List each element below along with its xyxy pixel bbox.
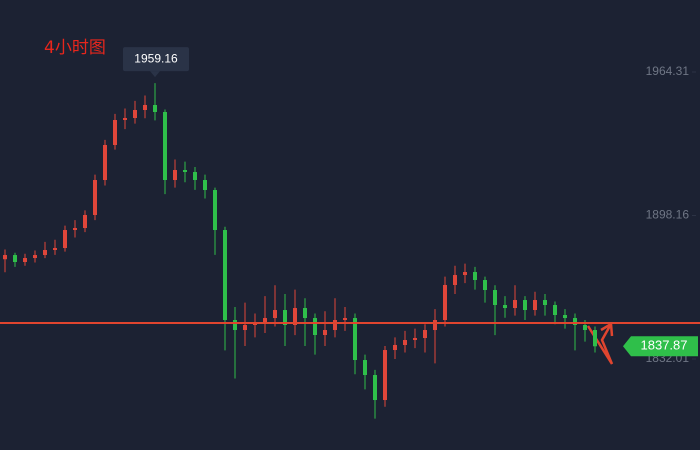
candle-body [173, 170, 177, 181]
candle-body [63, 230, 67, 249]
candle-body [203, 180, 207, 191]
candle-body [83, 214, 87, 229]
candle-body [23, 258, 27, 263]
candle-body [593, 330, 597, 347]
candle-body [193, 172, 197, 181]
candle-body [473, 272, 477, 281]
candle-body [563, 315, 567, 319]
candle-body [503, 305, 507, 309]
candle-body [533, 300, 537, 311]
candle-body [383, 350, 387, 401]
candle-body [543, 300, 547, 306]
candle-body [233, 320, 237, 331]
y-tick-label: 1898.16 [646, 208, 690, 222]
candle-body [313, 318, 317, 336]
candle-body [393, 345, 397, 351]
candle-body [413, 338, 417, 341]
candle-body [343, 318, 347, 321]
candle-body [423, 330, 427, 339]
candle-body [553, 305, 557, 316]
candle-body [143, 104, 147, 111]
candle-body [133, 110, 137, 119]
peak-label: 1959.16 [134, 51, 178, 65]
candle-body [243, 325, 247, 331]
candle-body [163, 112, 167, 181]
candle-body [123, 118, 127, 121]
candle-body [323, 330, 327, 336]
candle-body [523, 300, 527, 311]
candle-body [583, 325, 587, 331]
peak-tooltip [123, 47, 189, 72]
candle-body [403, 340, 407, 346]
candle-body [183, 170, 187, 173]
peak-tooltip-pointer [150, 71, 160, 78]
candle-body [53, 248, 57, 251]
candle-body [283, 310, 287, 326]
candle-body [3, 255, 7, 260]
candle-body [573, 318, 577, 326]
candle-body [333, 320, 337, 331]
candle-body [483, 280, 487, 291]
candle-body [273, 310, 277, 319]
y-tick-label: 1964.31 [646, 64, 690, 78]
candle-body [363, 360, 367, 376]
candle-body [263, 318, 267, 323]
candle-body [103, 144, 107, 181]
candle-body [213, 190, 217, 231]
price-tag [623, 336, 698, 357]
candle-body [33, 255, 37, 259]
candle-body [453, 275, 457, 286]
candle-body [13, 255, 17, 263]
arrow-annotation [586, 323, 614, 365]
candle-body [373, 375, 377, 401]
candle-body [433, 320, 437, 331]
candle-body [443, 285, 447, 321]
candle-body [303, 308, 307, 319]
chart-title: 4小时图 [44, 38, 106, 58]
candle-body [293, 308, 297, 326]
candle-body [113, 120, 117, 145]
candle-body [493, 290, 497, 306]
candle-body [73, 228, 77, 231]
price-tag-label: 1837.87 [641, 338, 688, 353]
candle-body [153, 104, 157, 113]
candle-body [463, 272, 467, 276]
candle-body [93, 180, 97, 215]
candle-body [223, 230, 227, 321]
candle-body [43, 250, 47, 256]
candle-body [353, 318, 357, 361]
candle-body [513, 300, 517, 309]
